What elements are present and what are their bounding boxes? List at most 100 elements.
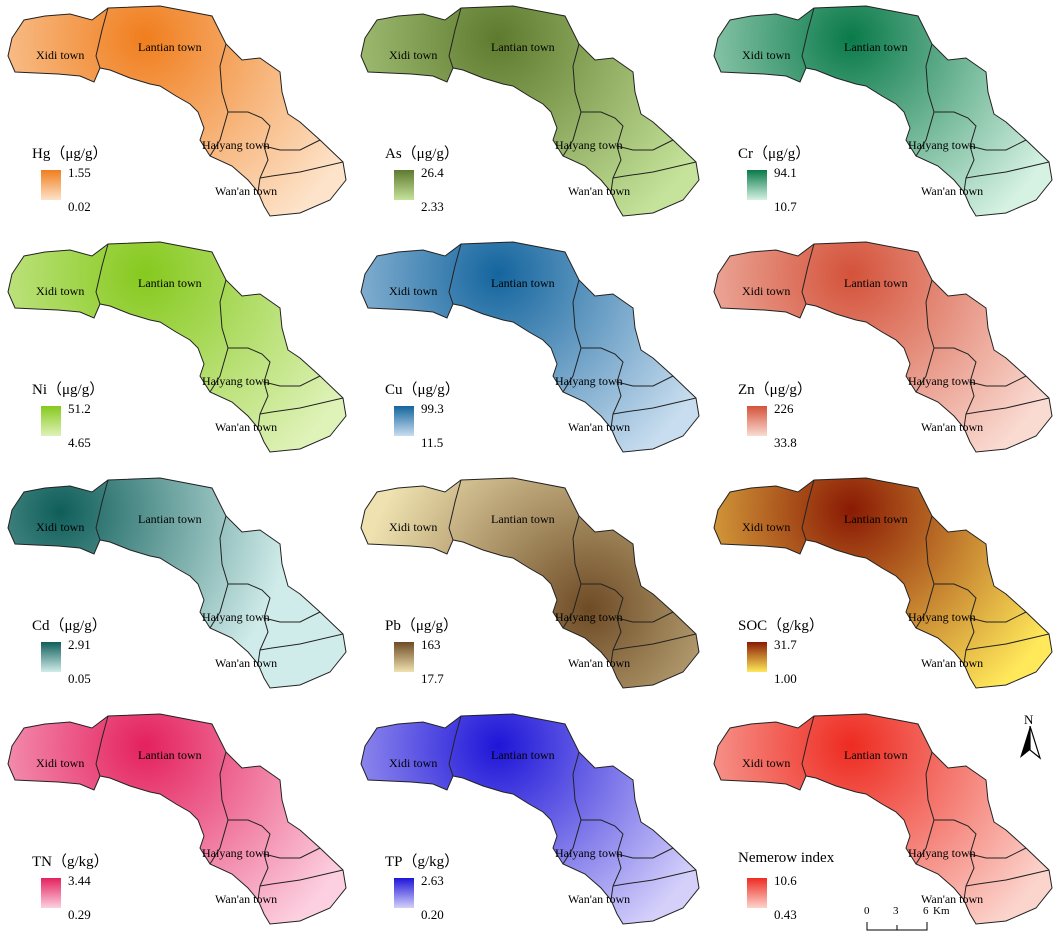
town-boundary [612,869,697,887]
town-label: Xidi town [36,48,85,62]
legend-min: 0.29 [68,907,91,922]
town-label: Lantian town [491,748,555,762]
town-boundary [259,397,344,415]
town-boundary [581,111,624,193]
town-boundary [934,347,977,429]
legend-color-ramp [394,170,414,200]
legend-max: 226 [774,401,794,416]
town-label: Wan'an town [568,656,631,670]
legend-title: As（μg/g） [385,146,459,162]
legend-max: 51.2 [68,401,91,416]
map-soc [713,477,1053,689]
legend-title: Cd（μg/g） [32,618,107,634]
town-label: Wan'an town [568,420,631,434]
town-label: Lantian town [844,40,908,54]
legend-max: 26.4 [421,165,444,180]
town-boundary [801,243,815,305]
town-label: Wan'an town [921,184,984,198]
town-label: Lantian town [138,748,202,762]
town-boundary [801,479,815,541]
legend-color-ramp [747,878,767,908]
scale-line [866,922,928,931]
legend-color-ramp [747,406,767,436]
legend-color-ramp [41,406,61,436]
town-boundary [915,515,935,629]
town-label: Haiyang town [202,610,270,624]
town-boundary [562,751,582,865]
map-panel-tp: Xidi town Lantian town Haiyang town Wan'an … [353,708,706,944]
town-boundary [263,847,321,859]
town-label: Haiyang town [202,374,270,388]
legend-max: 10.6 [774,873,797,888]
town-boundary [209,751,229,865]
map-nem [713,713,1053,925]
town-boundary [95,479,109,541]
town-boundary [263,611,321,623]
town-boundary [448,243,462,305]
scale-tick-6: 6 [923,905,929,917]
town-boundary [581,819,624,901]
town-label: Wan'an town [568,892,631,906]
map-cd [7,477,347,689]
legend-color-ramp [394,642,414,672]
town-label: Xidi town [389,756,438,770]
town-boundary [562,279,582,393]
town-boundary [228,347,271,429]
town-boundary [612,161,697,179]
town-boundary [581,347,624,429]
town-boundary [965,633,1050,651]
town-boundary [612,397,697,415]
town-label: Haiyang town [555,138,623,152]
town-boundary [934,583,977,665]
legend-title: Zn（μg/g） [738,382,812,398]
town-boundary [448,7,462,69]
town-label: Xidi town [36,756,85,770]
town-label: Wan'an town [921,420,984,434]
town-boundary [209,279,229,393]
map-tp [360,713,700,925]
town-boundary [915,43,935,157]
legend-color-ramp [747,170,767,200]
town-label: Xidi town [389,284,438,298]
town-label: Haiyang town [555,846,623,860]
town-boundary [263,139,321,151]
town-boundary [915,751,935,865]
map-panel-ni: Xidi town Lantian town Haiyang town Wan'an … [0,236,353,472]
town-label: Lantian town [138,40,202,54]
legend-title: Cr（μg/g） [738,146,811,162]
legend-min: 0.43 [774,907,797,922]
map-panel-cd: Xidi town Lantian town Haiyang town Wan'an … [0,472,353,708]
town-boundary [965,161,1050,179]
town-label: Lantian town [844,748,908,762]
town-label: Xidi town [36,284,85,298]
map-panel-as: Xidi town Lantian town Haiyang town Wan'an … [353,0,706,236]
town-label: Xidi town [742,756,791,770]
town-label: Wan'an town [215,656,278,670]
town-boundary [562,43,582,157]
town-boundary [562,515,582,629]
town-boundary [95,7,109,69]
map-panel-tn: Xidi town Lantian town Haiyang town Wan'an … [0,708,353,944]
town-label: Haiyang town [908,610,976,624]
town-boundary [259,869,344,887]
map-tn [7,713,347,925]
town-boundary [95,715,109,777]
scale-unit: Km [933,905,950,917]
map-hg [7,5,347,217]
town-label: Wan'an town [215,420,278,434]
map-panel-nem: Xidi town Lantian town Haiyang town Wan'an … [706,708,1059,944]
town-label: Wan'an town [921,892,984,906]
town-label: Xidi town [742,48,791,62]
town-label: Wan'an town [215,892,278,906]
scale-tick-3: 3 [893,905,899,917]
legend-color-ramp [394,878,414,908]
legend-min: 4.65 [68,435,91,450]
legend-title: SOC（g/kg） [738,618,824,634]
map-panel-pb: Xidi town Lantian town Haiyang town Wan'an … [353,472,706,708]
town-boundary [209,43,229,157]
scale-tick-0: 0 [864,905,870,917]
town-label: Xidi town [36,520,85,534]
legend-color-ramp [41,642,61,672]
legend-title: Hg（μg/g） [32,146,108,162]
town-boundary [616,611,674,623]
